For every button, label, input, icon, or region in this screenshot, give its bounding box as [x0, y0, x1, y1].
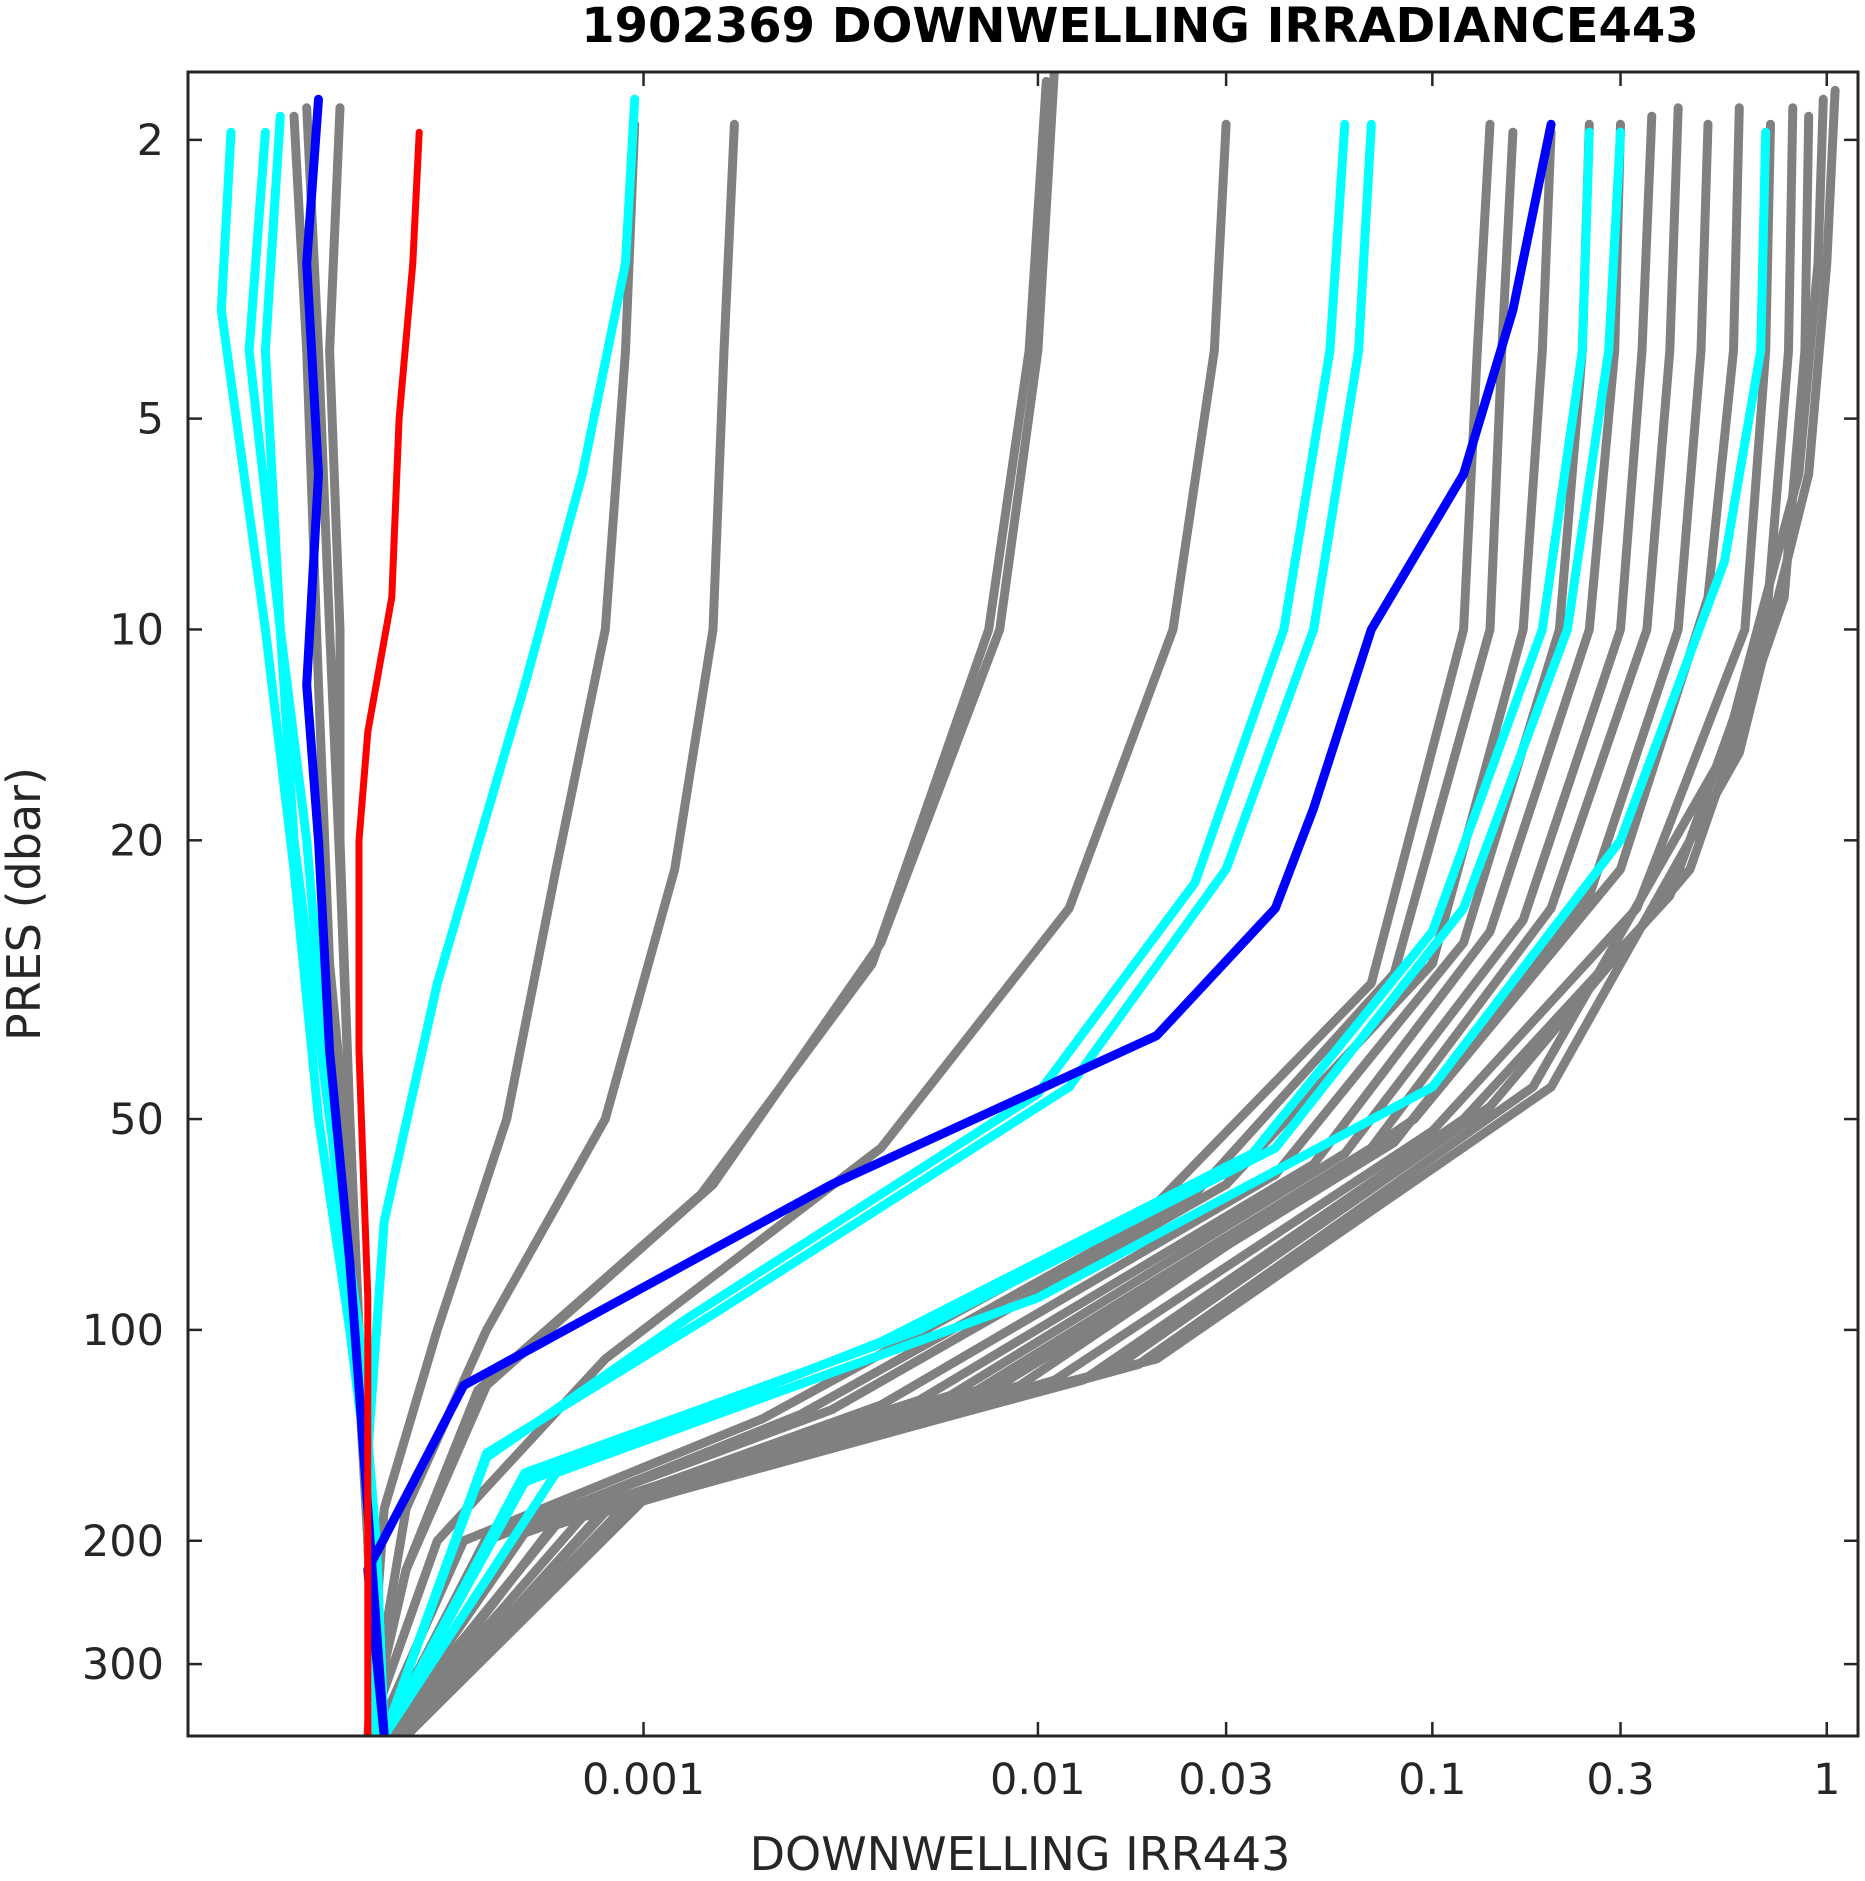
- profile-line-older-14: [371, 119, 1495, 1736]
- y-axis-label: PRES (dbar): [0, 767, 51, 1041]
- y-tick-label-2: 10: [109, 605, 164, 655]
- x-tick-label-3: 0.1: [1398, 1755, 1466, 1805]
- plot-frame: [186, 70, 1860, 1738]
- x-tick-label-2: 0.03: [1178, 1755, 1274, 1805]
- y-tick-label-6: 200: [82, 1517, 164, 1567]
- profile-line-older-15: [363, 119, 1231, 1736]
- profiles: [216, 72, 1840, 1736]
- profile-line-older-19: [363, 119, 640, 1736]
- profile-line-previous-32: [363, 119, 1556, 1736]
- profile-line-recent-31: [260, 111, 389, 1736]
- profile-line-latest-34: [355, 128, 423, 1736]
- x-tick-label-1: 0.01: [990, 1755, 1086, 1805]
- y-tick-label-7: 300: [82, 1640, 164, 1690]
- y-tick-label-4: 50: [109, 1095, 164, 1145]
- profile-line-recent-26: [379, 119, 1376, 1736]
- x-tick-label-4: 0.3: [1586, 1755, 1654, 1805]
- y-tick-label-0: 2: [137, 116, 164, 166]
- y-tick-label-1: 5: [137, 395, 164, 445]
- axis-ticks: 0.001 0.01 0.03 0.1 0.3 1 2 5 10 20 50 100 200 300: [82, 72, 1858, 1805]
- profile-line-recent-27: [379, 119, 1350, 1736]
- profile-line-recent-24: [379, 127, 1625, 1736]
- chart-title: 1902369 DOWNWELLING IRRADIANCE443: [581, 0, 1698, 54]
- profile-line-recent-25: [379, 127, 1594, 1736]
- y-tick-label-5: 100: [82, 1306, 164, 1356]
- x-tick-label-5: 1: [1813, 1755, 1840, 1805]
- y-tick-label-3: 20: [109, 816, 164, 866]
- x-tick-label-0: 0.001: [582, 1755, 705, 1805]
- profile-line-older-12: [379, 127, 1556, 1736]
- profile-line-older-17: [363, 76, 1051, 1736]
- profile-line-older-9: [379, 111, 1657, 1736]
- profile-line-recent-23: [379, 127, 1771, 1736]
- profile-line-previous-33: [302, 94, 389, 1736]
- profile-line-older-13: [379, 127, 1518, 1736]
- x-axis-label: DOWNWELLING IRR443: [750, 1827, 1291, 1881]
